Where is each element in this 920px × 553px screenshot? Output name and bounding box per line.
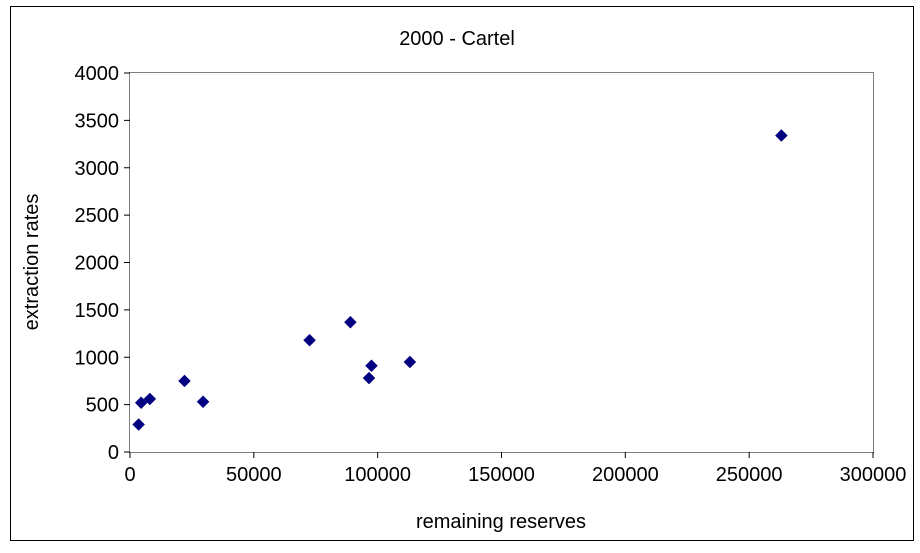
data-point bbox=[196, 395, 210, 409]
data-point bbox=[362, 371, 376, 385]
data-point bbox=[344, 315, 357, 329]
x-axis-ticks: 0 50000 100000 150000 200000 250000 300000 bbox=[124, 452, 906, 486]
y-tick-label: 1000 bbox=[75, 347, 120, 369]
x-tick-label: 0 bbox=[124, 464, 135, 486]
data-point bbox=[178, 374, 191, 388]
data-point bbox=[365, 359, 378, 373]
data-point bbox=[775, 129, 788, 142]
data-point bbox=[303, 333, 316, 347]
x-tick-label: 300000 bbox=[840, 464, 907, 486]
x-tick-label: 250000 bbox=[716, 464, 783, 486]
data-point bbox=[134, 396, 148, 410]
data-point bbox=[132, 418, 146, 431]
chart-title: 2000 - Cartel bbox=[399, 28, 515, 50]
y-tick-label: 2500 bbox=[75, 205, 120, 227]
y-axis-ticks: 0 500 1000 1500 2000 2500 3000 3500 4000 bbox=[75, 63, 130, 464]
data-point bbox=[143, 392, 157, 406]
y-tick-label: 3500 bbox=[75, 110, 120, 132]
data-points bbox=[132, 129, 788, 431]
y-tick-label: 1500 bbox=[75, 300, 120, 322]
y-tick-label: 500 bbox=[86, 395, 119, 417]
x-tick-label: 150000 bbox=[468, 464, 535, 486]
y-tick-label: 4000 bbox=[75, 63, 120, 85]
y-tick-label: 2000 bbox=[75, 253, 120, 275]
x-tick-label: 200000 bbox=[592, 464, 659, 486]
data-point bbox=[403, 355, 417, 369]
y-tick-label: 3000 bbox=[75, 158, 120, 180]
x-tick-label: 50000 bbox=[226, 464, 282, 486]
y-tick-label: 0 bbox=[108, 442, 119, 464]
x-axis-label: remaining reserves bbox=[416, 511, 586, 533]
y-axis-label: extraction rates bbox=[21, 194, 43, 331]
plot-area bbox=[129, 72, 874, 453]
x-tick-label: 100000 bbox=[344, 464, 411, 486]
